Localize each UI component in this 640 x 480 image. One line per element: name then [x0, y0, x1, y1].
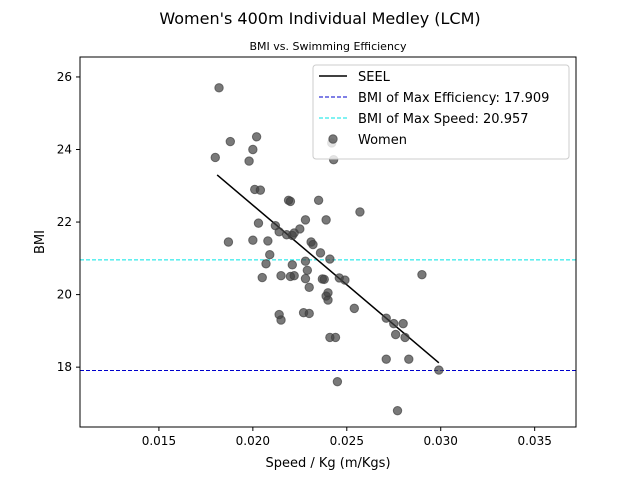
data-point-25: [263, 236, 273, 246]
y-axis-label: BMI: [33, 230, 48, 254]
x-tick-label-3: 0.030: [424, 434, 458, 448]
x-axis-ticks: 0.015 0.020 0.025 0.030 0.035: [142, 427, 552, 448]
data-point-38: [289, 271, 299, 281]
legend: SEEL BMI of Max Efficiency: 17.909 BMI of …: [312, 64, 570, 160]
legend-label-2: BMI of Max Speed: 20.957: [358, 112, 529, 127]
x-axis-label: Speed / Kg (m/Kgs): [265, 456, 390, 471]
data-point-63: [434, 365, 444, 375]
chart-title: Women's 400m Individual Medley (LCM): [159, 9, 480, 28]
data-point-54: [381, 313, 391, 323]
data-point-11: [285, 196, 296, 207]
data-point-31: [261, 259, 271, 269]
data-point-27: [308, 239, 318, 250]
y-axis-ticks: 18 20 22 24 26: [57, 70, 80, 374]
data-point-2: [225, 136, 236, 147]
y-tick-label-3: 24: [57, 143, 72, 157]
data-point-12: [313, 195, 324, 205]
data-point-51: [304, 308, 314, 319]
chart-subtitle: BMI vs. Swimming Efficiency: [250, 40, 407, 53]
plot-marks: [80, 83, 576, 416]
data-point-1: [210, 152, 220, 163]
data-point-0: [214, 83, 224, 93]
data-point-36: [276, 271, 286, 281]
data-point-39: [300, 273, 311, 284]
data-point-60: [330, 332, 341, 343]
data-point-28: [315, 248, 326, 258]
fit-line: [216, 174, 440, 364]
legend-box: [312, 64, 570, 160]
y-tick-label-1: 20: [57, 288, 72, 302]
x-tick-label-0: 0.015: [142, 434, 176, 448]
data-point-16: [253, 218, 264, 228]
data-point-47: [323, 295, 333, 305]
data-point-44: [304, 282, 314, 293]
x-tick-label-4: 0.035: [517, 434, 551, 448]
data-point-5: [244, 156, 254, 166]
x-tick-label-2: 0.025: [330, 434, 364, 448]
data-point-30: [265, 249, 275, 260]
legend-marker-3: [328, 134, 338, 144]
y-tick-label-0: 18: [57, 360, 72, 374]
data-point-61: [381, 354, 391, 364]
data-point-48: [349, 303, 360, 314]
data-point-65: [392, 405, 403, 416]
legend-label-1: BMI of Max Efficiency: 17.909: [358, 91, 549, 106]
data-point-29: [325, 254, 335, 264]
legend-label-3: Women: [358, 133, 407, 148]
data-point-22: [295, 224, 305, 234]
plot-area-frame: [79, 56, 577, 428]
data-point-53: [417, 269, 427, 280]
data-point-32: [287, 260, 298, 270]
data-point-24: [248, 235, 258, 245]
data-point-57: [390, 329, 401, 340]
x-tick-label-1: 0.020: [236, 434, 270, 448]
data-point-14: [321, 215, 331, 225]
data-point-64: [332, 376, 343, 387]
data-point-4: [248, 144, 258, 155]
data-point-15: [355, 207, 365, 217]
data-point-55: [389, 318, 399, 329]
data-point-52: [276, 315, 286, 325]
data-point-13: [300, 215, 311, 225]
data-point-62: [404, 354, 414, 364]
data-point-41: [319, 274, 329, 285]
data-point-58: [400, 332, 410, 343]
data-point-43: [340, 275, 350, 285]
y-tick-label-4: 26: [57, 70, 72, 84]
data-point-33: [300, 256, 311, 266]
data-point-23: [223, 237, 234, 247]
data-point-7: [255, 185, 266, 195]
data-point-3: [251, 132, 262, 142]
legend-label-0: SEEL: [358, 70, 391, 85]
y-tick-label-2: 22: [57, 215, 72, 229]
data-point-34: [302, 265, 313, 275]
data-point-56: [398, 318, 408, 329]
data-point-35: [257, 272, 267, 283]
